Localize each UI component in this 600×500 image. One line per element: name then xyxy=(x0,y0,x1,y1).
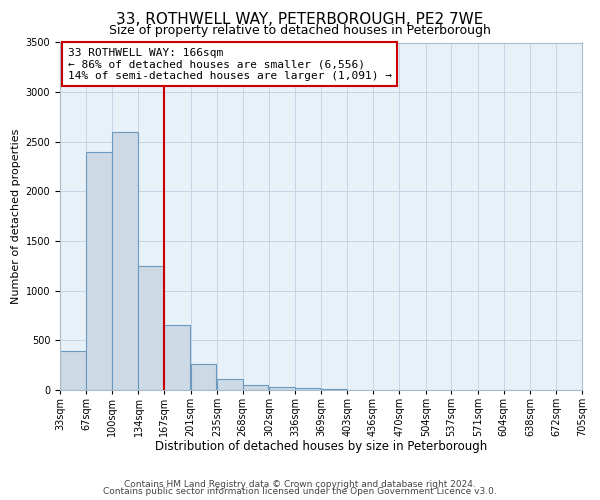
Bar xyxy=(242,384,268,390)
Bar xyxy=(60,352,86,390)
Y-axis label: Number of detached properties: Number of detached properties xyxy=(11,128,22,304)
Bar xyxy=(164,326,190,390)
Text: 33, ROTHWELL WAY, PETERBOROUGH, PE2 7WE: 33, ROTHWELL WAY, PETERBOROUGH, PE2 7WE xyxy=(116,12,484,28)
Bar xyxy=(295,388,321,390)
X-axis label: Distribution of detached houses by size in Peterborough: Distribution of detached houses by size … xyxy=(155,440,487,454)
Bar xyxy=(217,379,242,390)
Text: Contains HM Land Registry data © Crown copyright and database right 2024.: Contains HM Land Registry data © Crown c… xyxy=(124,480,476,489)
Bar xyxy=(269,387,295,390)
Bar xyxy=(112,132,137,390)
Text: 33 ROTHWELL WAY: 166sqm
← 86% of detached houses are smaller (6,556)
14% of semi: 33 ROTHWELL WAY: 166sqm ← 86% of detache… xyxy=(68,48,392,81)
Bar xyxy=(191,364,216,390)
Bar xyxy=(86,152,112,390)
Text: Size of property relative to detached houses in Peterborough: Size of property relative to detached ho… xyxy=(109,24,491,37)
Text: Contains public sector information licensed under the Open Government Licence v3: Contains public sector information licen… xyxy=(103,488,497,496)
Bar xyxy=(321,389,347,390)
Bar xyxy=(139,266,164,390)
